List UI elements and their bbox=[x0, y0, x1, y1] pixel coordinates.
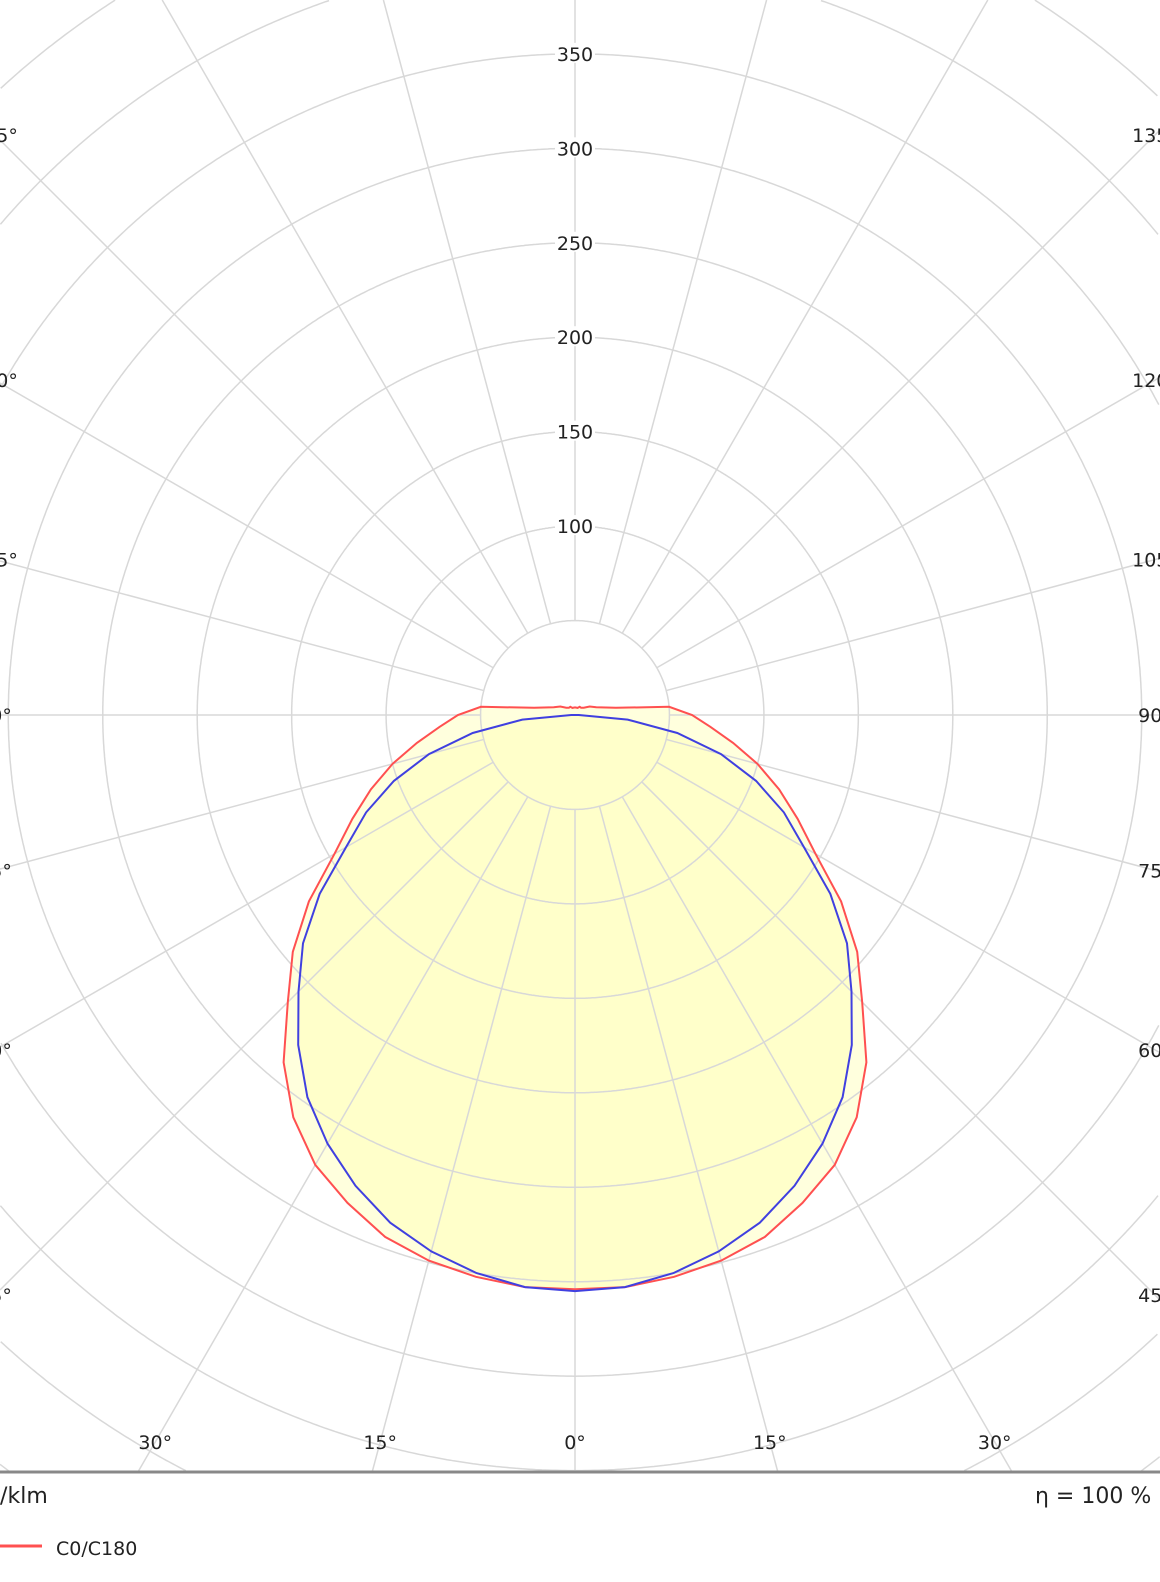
radial-label-bg bbox=[555, 420, 595, 441]
angle-tick-label: 90° bbox=[1138, 705, 1160, 727]
legend-label-c0-c180: C0/C180 bbox=[56, 1538, 137, 1560]
grid-spoke bbox=[0, 781, 509, 1291]
grid-spoke bbox=[0, 761, 494, 1048]
angle-tick-label: 45° bbox=[0, 1285, 12, 1307]
grid-spoke bbox=[666, 557, 1160, 692]
grid-ring bbox=[0, 0, 1159, 1472]
grid-spoke bbox=[656, 761, 1160, 1054]
curve-series-2 bbox=[297, 714, 853, 1293]
polar-grid bbox=[0, 0, 1160, 1473]
angle-tick-label: 105° bbox=[0, 550, 18, 572]
curves bbox=[282, 705, 868, 1293]
radial-tick-labels: 100 150 200 250 300 350 bbox=[555, 42, 595, 538]
grid-spoke bbox=[382, 0, 552, 624]
angle-tick-label: 60° bbox=[1138, 1040, 1160, 1062]
grid-spoke bbox=[161, 0, 529, 634]
angle-tick-label: 75° bbox=[1138, 860, 1160, 882]
angle-tick-label: 30° bbox=[978, 1432, 1012, 1454]
efficiency-label: η = 100 % bbox=[1035, 1484, 1151, 1509]
radial-tick-label: 250 bbox=[557, 233, 593, 255]
grid-spoke bbox=[656, 376, 1160, 669]
grid-spoke bbox=[641, 129, 1160, 649]
radial-tick-label: 350 bbox=[557, 44, 593, 66]
radial-label-bg bbox=[555, 137, 595, 158]
angle-tick-labels: 0° 15° 15° 30° 30° 45° 45° 60° 60° 75° 75° 90° 90° 10… bbox=[0, 125, 1160, 1454]
radial-tick-label: 300 bbox=[557, 138, 593, 160]
angle-tick-label: 0° bbox=[564, 1432, 586, 1454]
grid-spoke bbox=[0, 560, 484, 692]
radial-label-bg bbox=[555, 42, 595, 63]
angle-tick-label: 135° bbox=[0, 125, 18, 147]
grid-spoke bbox=[666, 738, 1160, 873]
grid-spoke bbox=[621, 796, 1013, 1473]
angle-tick-label: 15° bbox=[753, 1432, 787, 1454]
angle-tick-label: 75° bbox=[0, 860, 12, 882]
grid-spoke bbox=[371, 806, 552, 1473]
angle-tick-label: 120° bbox=[1132, 370, 1160, 392]
grid-spoke bbox=[598, 806, 779, 1473]
grid-spoke bbox=[137, 796, 529, 1473]
angle-tick-label: 90° bbox=[0, 705, 12, 727]
curve-c0-c180 bbox=[282, 705, 868, 1291]
unit-label: cd/klm bbox=[0, 1484, 48, 1509]
grid-ring bbox=[0, 0, 1158, 1472]
grid-spoke bbox=[0, 139, 509, 649]
grid-spoke bbox=[641, 781, 1160, 1301]
angle-tick-label: 45° bbox=[1138, 1285, 1160, 1307]
radial-tick-label: 100 bbox=[557, 516, 593, 538]
angle-tick-label: 105° bbox=[1132, 550, 1160, 572]
grid-spoke bbox=[598, 0, 768, 624]
grid-spoke bbox=[0, 738, 484, 870]
angle-tick-label: 30° bbox=[138, 1432, 172, 1454]
angle-tick-label: 120° bbox=[0, 370, 18, 392]
radial-label-bg bbox=[555, 231, 595, 252]
angle-tick-label: 135° bbox=[1132, 125, 1160, 147]
angle-tick-label: 15° bbox=[363, 1432, 397, 1454]
plot-area: 100 150 200 250 300 350 0° 15° 15° 30° 30° 45° 45° 6… bbox=[0, 0, 1160, 1473]
radial-label-bg bbox=[555, 515, 595, 536]
radial-label-bg bbox=[555, 326, 595, 347]
grid-spoke bbox=[621, 0, 989, 634]
radial-tick-label: 200 bbox=[557, 327, 593, 349]
angle-tick-label: 60° bbox=[0, 1040, 12, 1062]
legend: C0/C180 bbox=[0, 1538, 137, 1560]
grid-spoke bbox=[0, 382, 494, 669]
radial-tick-label: 150 bbox=[557, 422, 593, 444]
